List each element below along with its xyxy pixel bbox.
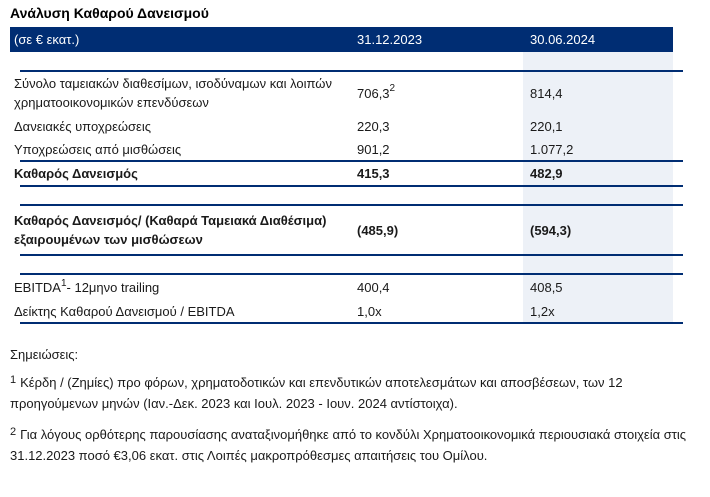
footnote-2-text: Για λόγους ορθότερης παρουσίασης αναταξι… [10,427,687,463]
footnote-2-marker: 2 [10,426,17,438]
value-31-12-2023: 1,0x [357,303,382,319]
section-divider [20,160,683,162]
report-page: Ανάλυση Καθαρού Δανεισμού (σε € εκατ.) 3… [10,5,704,466]
section-divider [20,322,683,324]
header-col-30-06-2024: 30.06.2024 [530,32,596,47]
section-divider [20,254,683,256]
value-31-12-2023: (485,9) [357,222,399,238]
footnote-1-text: Κέρδη / (Ζημίες) προ φόρων, χρηματοδοτικ… [10,375,623,411]
section-divider [20,204,683,206]
row-label: Καθαρός Δανεισμός/ (Καθαρά Ταμειακά Διαθ… [14,213,327,247]
value-30-06-2024: 1.077,2 [523,138,673,160]
row-label: Υποχρεώσεις από μισθώσεις [14,141,182,157]
value-30-06-2024: 220,1 [523,114,673,138]
footnotes-heading: Σημειώσεις: [10,347,79,362]
spacer-row [10,52,673,70]
footnote-1: 1 Κέρδη / (Ζημίες) προ φόρων, χρηματοδοτι… [10,372,704,414]
row-label: EBITDA 1 - 12μηνο trailing [14,277,160,295]
header-unit-label: (σε € εκατ.) [14,32,80,47]
value-31-12-2023: 415,3 [357,166,390,181]
value-30-06-2024: 482,9 [523,162,673,185]
footnote-1-marker: 1 [10,374,17,386]
table-row: Σύνολο ταμειακών διαθεσίμων, ισοδύναμων … [10,72,673,114]
spacer-row [10,256,673,273]
row-label: Σύνολο ταμειακών διαθεσίμων, ισοδύναμων … [14,76,332,110]
value-31-12-2023: 220,3 [357,118,390,134]
spacer-row [10,187,673,204]
table-header-row: (σε € εκατ.) 31.12.2023 30.06.2024 [10,27,673,52]
value-31-12-2023: 400,4 [357,280,390,295]
row-label: Δείκτης Καθαρού Δανεισμού / EBITDA [14,303,235,319]
footnote-2: 2 Για λόγους ορθότερης παρουσίασης αναταξ… [10,424,704,466]
table-row-total: Καθαρός Δανεισμός 415,3 482,9 [10,162,673,185]
highlight-column-cell [523,187,673,204]
section-divider [20,70,683,72]
value-30-06-2024: 408,5 [523,275,673,300]
highlight-column-cell [523,256,673,273]
table-row: Υποχρεώσεις από μισθώσεις 901,2 1.077,2 [10,138,673,160]
table-row-total: Καθαρός Δανεισμός/ (Καθαρά Ταμειακά Διαθ… [10,206,673,254]
row-label: Καθαρός Δανεισμός [14,166,138,181]
table-row: Δείκτης Καθαρού Δανεισμού / EBITDA 1,0x … [10,300,673,322]
highlight-column-cell [523,52,673,70]
net-debt-table: (σε € εκατ.) 31.12.2023 30.06.2024 Σύνολ… [10,27,683,324]
footnotes-section: Σημειώσεις: 1 Κέρδη / (Ζημίες) προ φόρων,… [10,347,704,466]
table-row: Δανειακές υποχρεώσεις 220,3 220,1 [10,114,673,138]
value-30-06-2024: (594,3) [523,206,673,254]
header-col-31-12-2023: 31.12.2023 [357,32,423,47]
page-title: Ανάλυση Καθαρού Δανεισμού [10,5,209,21]
value-31-12-2023: 706,3 2 [357,83,396,101]
section-divider [20,185,683,187]
value-30-06-2024: 1,2x [523,300,673,322]
value-30-06-2024: 814,4 [523,72,673,114]
value-31-12-2023: 901,2 [357,141,390,157]
table-row: EBITDA 1 - 12μηνο trailing 400,4 408,5 [10,275,673,300]
row-label: Δανειακές υποχρεώσεις [14,118,151,134]
section-divider [20,273,683,275]
